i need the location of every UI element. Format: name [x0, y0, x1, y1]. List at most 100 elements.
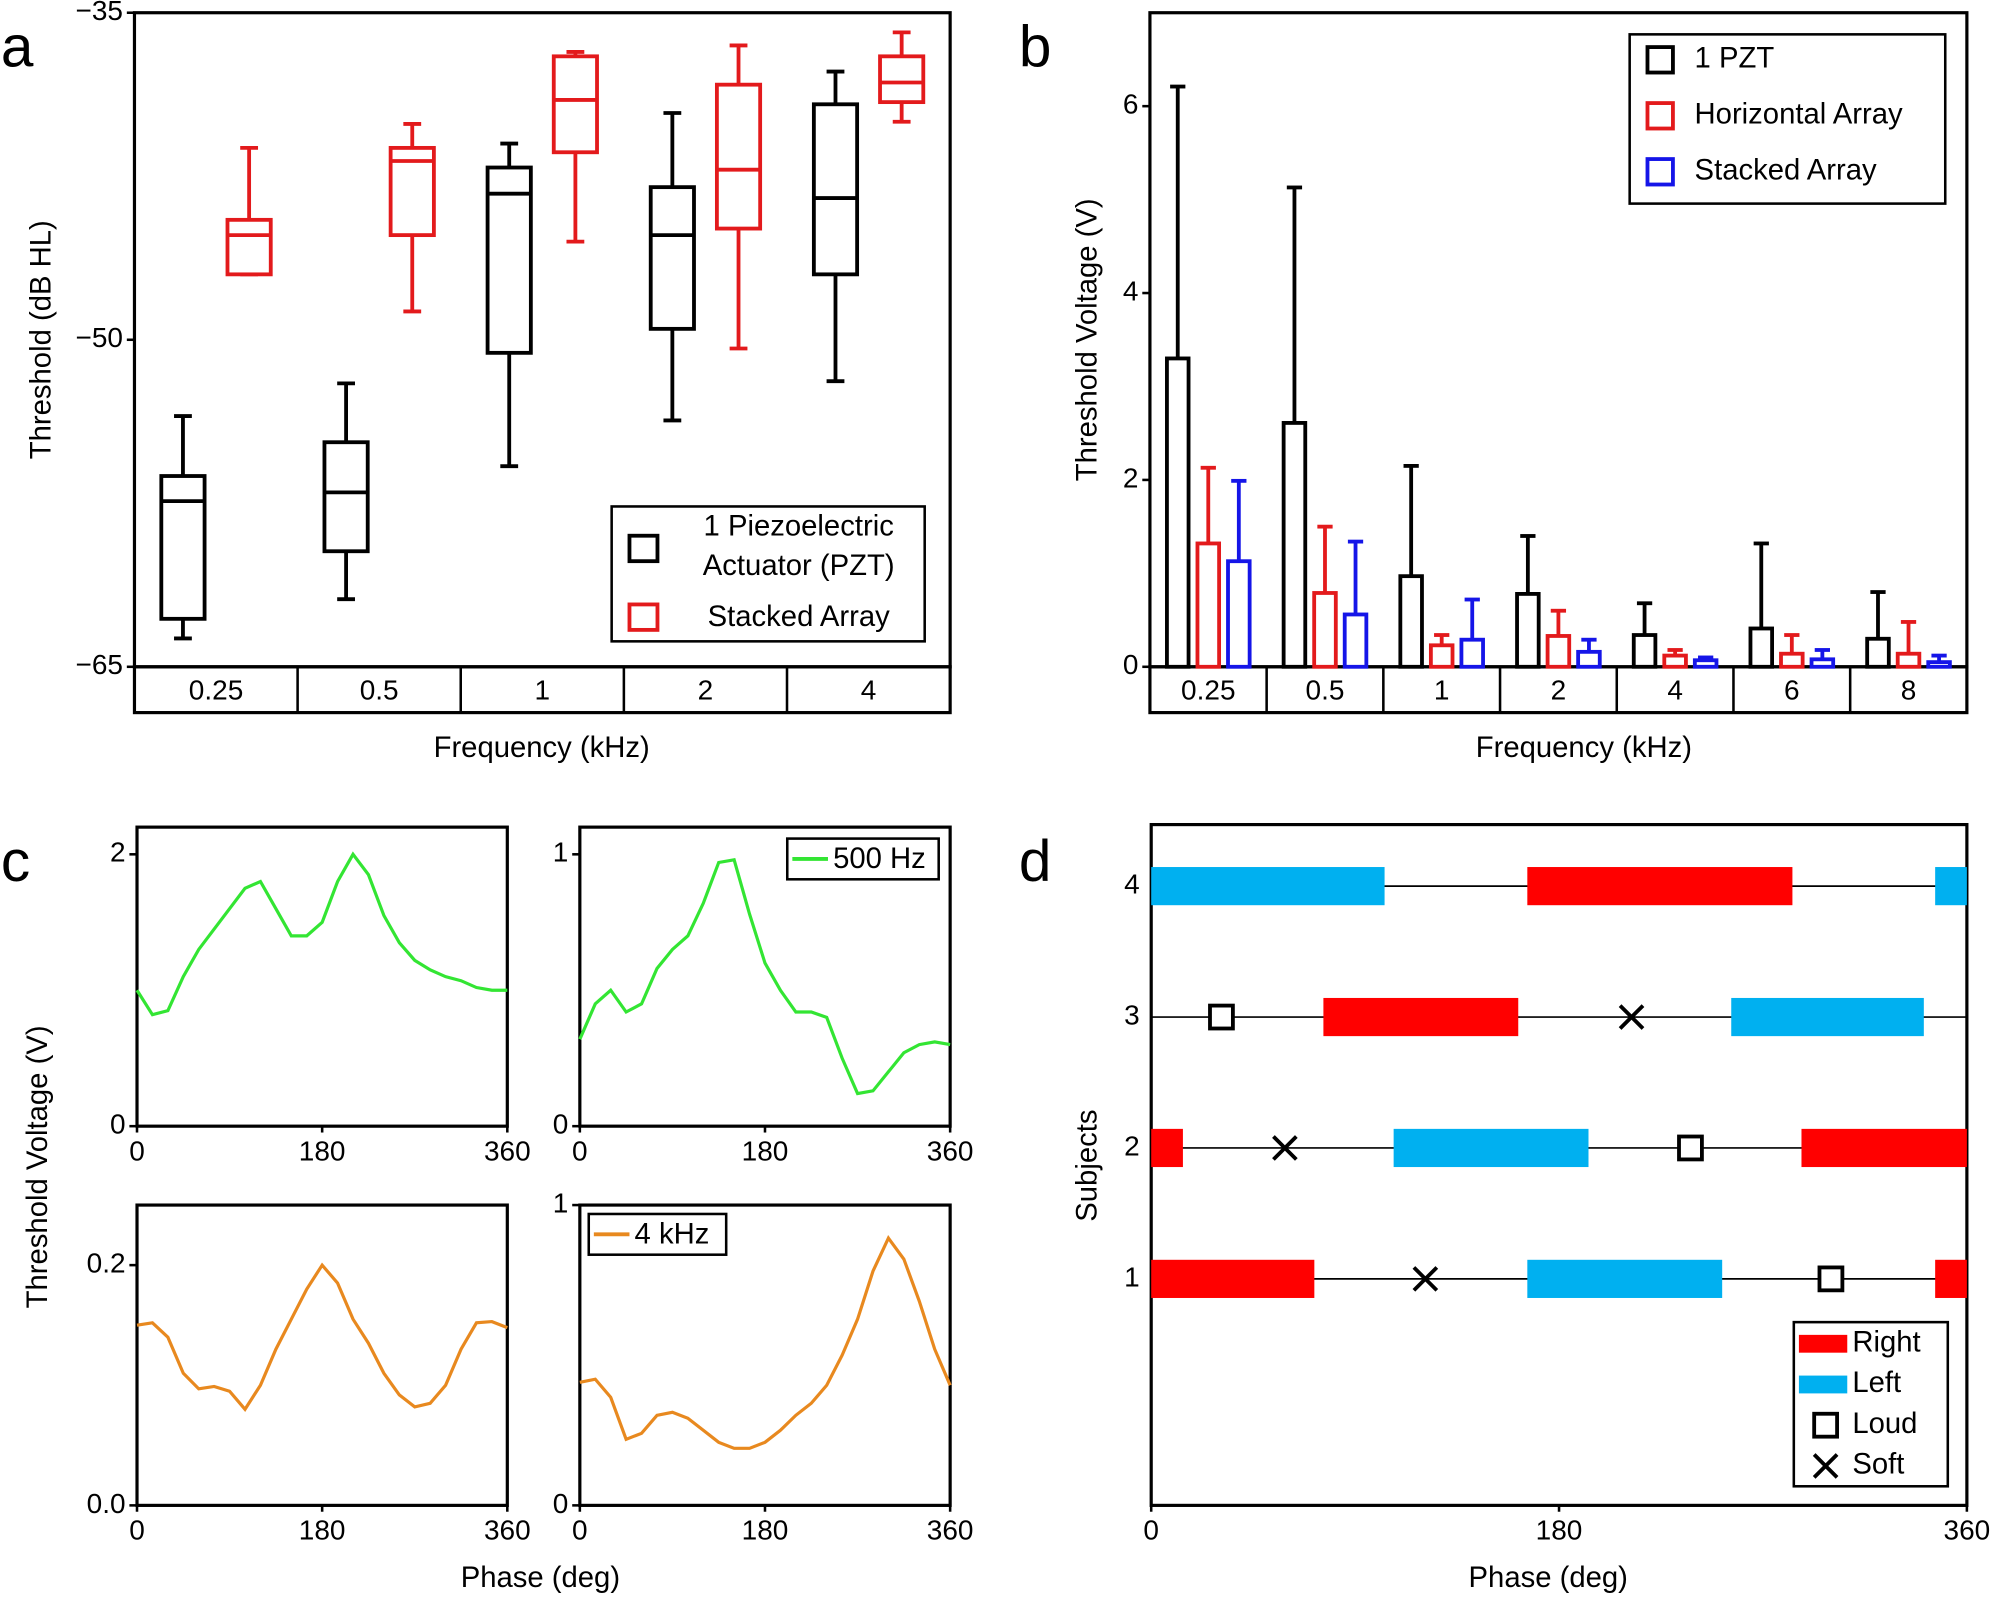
phase-segment — [1527, 867, 1793, 906]
bar — [1398, 574, 1424, 669]
line — [135, 851, 508, 1017]
soft-marker — [1618, 1004, 1645, 1030]
legend-swatch — [1645, 157, 1675, 187]
bar — [1662, 653, 1688, 669]
bar — [1226, 559, 1252, 669]
legend-label: Right — [1852, 1327, 1920, 1359]
phase-segment — [1151, 1128, 1183, 1168]
loud-marker — [1677, 1134, 1704, 1162]
legend-box — [610, 505, 926, 643]
y-axis-label: Threshold Voltage (V) — [1072, 198, 1104, 481]
bar — [1515, 592, 1541, 669]
category-row — [132, 665, 952, 715]
x-tick-label: 2 — [698, 675, 714, 706]
y-axis-label: Threshold (dB HL) — [26, 220, 58, 459]
legend-swatch — [1645, 101, 1675, 131]
bar — [1865, 636, 1891, 669]
phase-segment — [1935, 867, 1967, 906]
y-tick-label: 0.0 — [87, 1488, 126, 1519]
y-tick-label: 0 — [553, 1488, 569, 1519]
legend-swatch — [1798, 1375, 1848, 1394]
bar — [1428, 643, 1455, 669]
x-tick-label: 360 — [927, 1135, 974, 1166]
x-tick-label: 180 — [742, 1135, 789, 1166]
y-tick-label: 4 — [1123, 275, 1139, 306]
bar — [1926, 660, 1952, 669]
legend-label: Left — [1852, 1367, 1901, 1399]
legend-label: Stacked Array — [707, 599, 890, 633]
legend-label: Horizontal Array — [1695, 99, 1903, 131]
box — [648, 185, 696, 331]
x-tick-label: 1 — [1434, 675, 1450, 706]
bar — [1895, 651, 1922, 669]
x-axis-label: Frequency (kHz) — [434, 732, 650, 764]
plot-frame — [135, 1203, 509, 1507]
legend-swatch — [627, 602, 660, 632]
legend-swatch — [1798, 1334, 1848, 1353]
x-tick-label: 180 — [299, 1514, 346, 1545]
y-tick-label: −65 — [76, 649, 123, 680]
x-tick-label: 8 — [1901, 675, 1917, 706]
bar — [1545, 634, 1572, 669]
x-tick-label: 180 — [1536, 1514, 1583, 1545]
y-tick-label: −35 — [76, 0, 123, 26]
y-tick-label: 1 — [553, 1187, 569, 1218]
x-tick-label: 0.25 — [1181, 675, 1235, 706]
x-tick-label: 360 — [484, 1514, 531, 1545]
bar — [1809, 657, 1836, 669]
y-tick-label: 0 — [1123, 649, 1139, 680]
x-tick-label: 180 — [299, 1135, 346, 1166]
phase-segment — [1801, 1128, 1967, 1168]
legend-label: 500 Hz — [833, 843, 926, 875]
legend-swatch — [1645, 45, 1675, 75]
x-tick-label: 0.25 — [189, 675, 243, 706]
legend-swatch — [1812, 1453, 1839, 1479]
bar — [1748, 626, 1775, 669]
phase-segment — [1393, 1128, 1589, 1168]
loud-marker — [1208, 1003, 1235, 1031]
panel-label: c — [1, 829, 30, 894]
legend-label: Loud — [1852, 1408, 1917, 1440]
phase-segment — [1527, 1259, 1723, 1298]
bar — [1459, 637, 1485, 669]
y-axis-label: Threshold Voltage (V) — [22, 1025, 54, 1308]
x-tick-label: 0 — [1143, 1514, 1159, 1545]
x-tick-label: 360 — [927, 1514, 974, 1545]
x-tick-label: 360 — [1944, 1514, 1991, 1545]
box — [714, 82, 763, 231]
legend-label: 4 kHz — [635, 1218, 710, 1250]
panel-label: a — [1, 14, 34, 79]
y-tick-label: 1 — [1124, 1261, 1140, 1292]
legend-label: Stacked Array — [1695, 155, 1877, 187]
box — [485, 165, 533, 355]
x-axis-label: Phase (deg) — [461, 1562, 620, 1594]
bar — [1195, 541, 1222, 669]
legend-label: Soft — [1852, 1449, 1904, 1481]
x-tick-label: 0 — [572, 1135, 588, 1166]
soft-marker — [1272, 1135, 1298, 1161]
bar — [1631, 633, 1658, 669]
line — [579, 1234, 952, 1450]
y-tick-label: 2 — [1124, 1130, 1140, 1161]
y-tick-label: 6 — [1123, 89, 1139, 120]
x-tick-label: 0 — [129, 1135, 145, 1166]
x-tick-label: 4 — [861, 675, 877, 706]
panel-label: d — [1019, 829, 1052, 894]
y-tick-label: 0 — [553, 1109, 569, 1140]
bar — [1281, 421, 1308, 669]
bar — [1342, 612, 1369, 669]
bar — [1779, 651, 1805, 669]
x-tick-label: 2 — [1551, 675, 1567, 706]
y-tick-label: 1 — [553, 837, 569, 868]
box — [878, 54, 926, 105]
x-tick-label: 0.5 — [1306, 675, 1345, 706]
legend-label: 1 PZT — [1695, 43, 1775, 75]
x-tick-label: 6 — [1784, 675, 1800, 706]
box — [811, 102, 860, 277]
box — [159, 474, 207, 621]
loud-marker — [1817, 1265, 1845, 1293]
legend-box — [1628, 33, 1947, 205]
y-axis-label: Subjects — [1072, 1110, 1104, 1222]
phase-segment — [1323, 997, 1519, 1037]
x-axis-label: Phase (deg) — [1469, 1562, 1628, 1594]
